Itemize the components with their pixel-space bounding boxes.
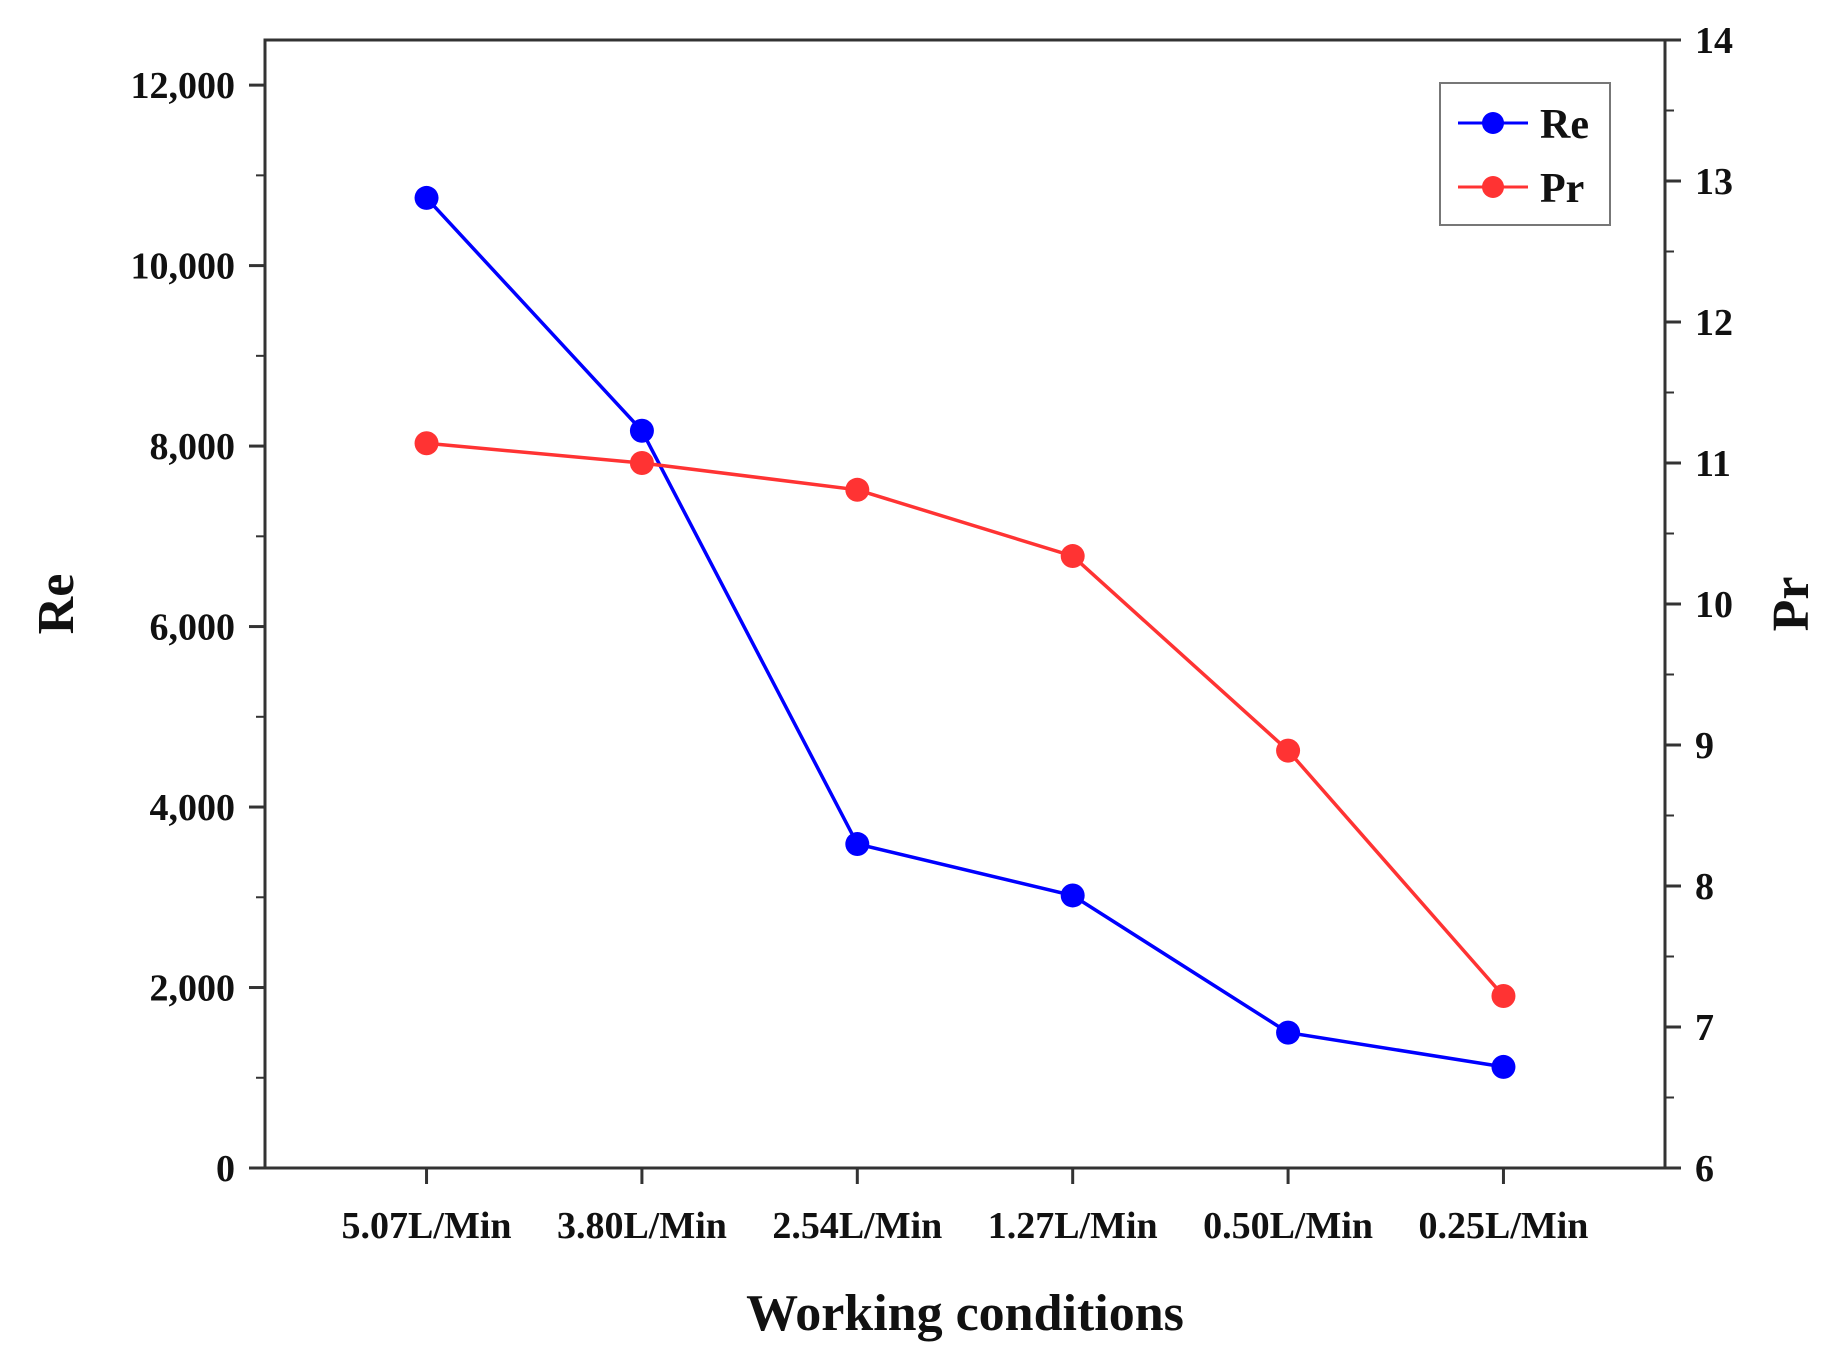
y-tick-label: 12,000 [131,65,236,107]
y2-tick-label: 6 [1695,1148,1714,1190]
data-point-re [1060,883,1085,908]
legend-box [1439,82,1611,226]
data-point-re [629,418,654,443]
x-tick-label: 0.25L/Min [1418,1205,1588,1247]
legend-label-re: Re [1540,102,1589,148]
x-tick-label: 1.27L/Min [988,1205,1158,1247]
legend: Re Pr [1439,82,1611,226]
y-tick-label: 8,000 [150,426,236,468]
legend-marker-pr [1482,176,1504,198]
y-tick-label: 0 [216,1148,235,1190]
x-tick-label: 0.50L/Min [1203,1205,1373,1247]
x-axis-title: Working conditions [746,1285,1184,1342]
y2-axis-title: Pr [1763,577,1820,632]
data-point-pr [629,451,654,475]
data-point-re [1276,1020,1301,1045]
x-tick-label: 2.54L/Min [772,1205,942,1247]
y-tick-label: 10,000 [131,246,236,288]
data-point-pr [1491,983,1516,1008]
y2-tick-label: 11 [1695,443,1731,485]
y-tick-label: 4,000 [150,787,236,829]
data-point-pr [1276,738,1301,763]
y2-tick-label: 8 [1695,866,1714,908]
y2-tick-label: 7 [1695,1007,1714,1049]
x-tick-label: 5.07L/Min [342,1205,512,1247]
data-point-re [414,185,439,210]
y2-tick-label: 9 [1695,725,1714,767]
y-axis-title: Re [28,574,85,635]
data-point-re [845,832,870,857]
data-point-re [1491,1054,1516,1079]
ticks-layer: 0 2,000 4,000 6,000 8,000 10,000 12,000 6 7 8 9 10 1… [131,20,1734,1247]
y2-tick-label: 14 [1695,20,1733,62]
y-tick-label: 2,000 [150,968,236,1010]
y2-tick-label: 12 [1695,302,1733,344]
series-line-re [425,196,1504,1069]
data-point-pr [1060,544,1085,569]
y2-tick-label: 10 [1695,584,1733,626]
y-tick-label: 6,000 [150,607,236,649]
series-line-pr [426,441,1505,998]
series-layer [414,185,1516,1079]
data-point-pr [845,477,870,502]
data-point-pr [414,431,439,456]
legend-marker-re [1482,112,1504,134]
y2-tick-label: 13 [1695,161,1733,203]
x-tick-label: 3.80L/Min [557,1205,727,1247]
legend-label-pr: Pr [1540,166,1584,212]
